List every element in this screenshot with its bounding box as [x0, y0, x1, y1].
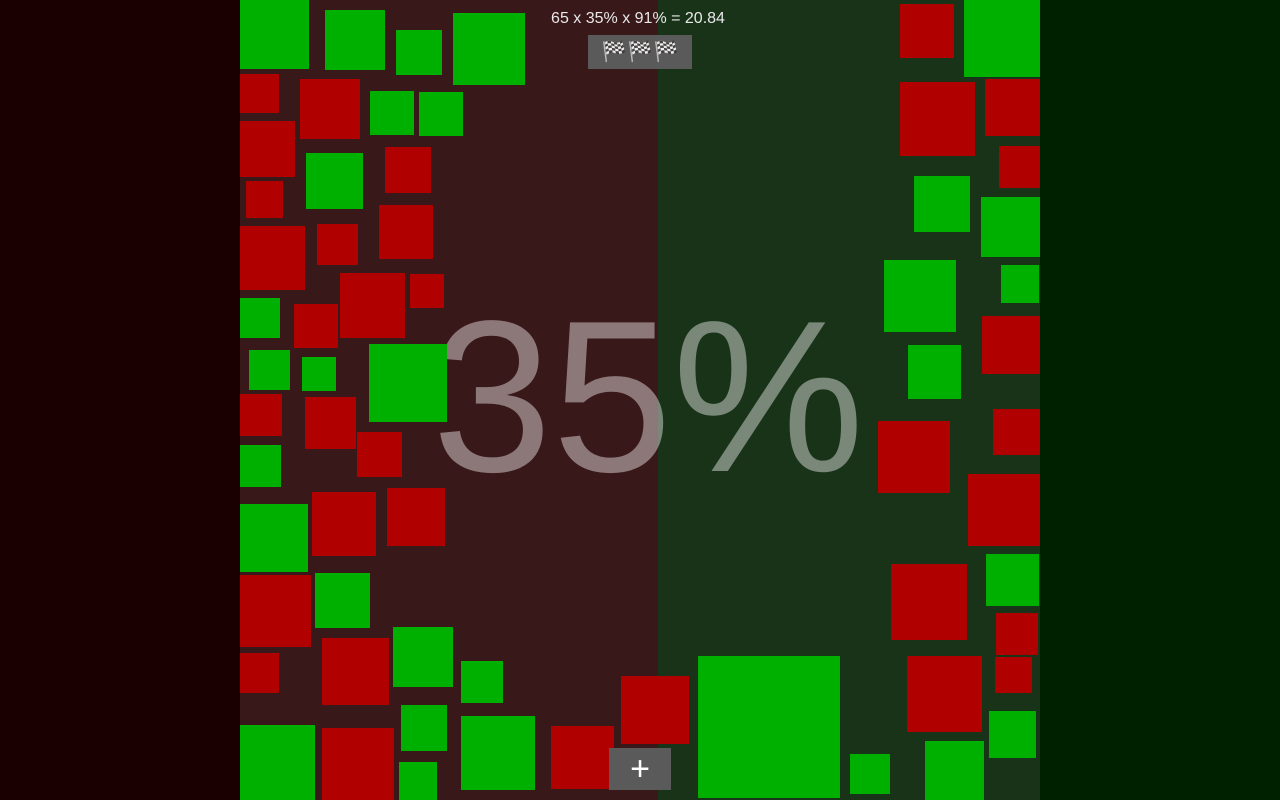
score-formula: 65 x 35% x 91% = 20.84: [551, 10, 725, 27]
red-square[interactable]: [240, 394, 282, 436]
green-square[interactable]: [306, 153, 363, 209]
red-square[interactable]: [379, 205, 433, 259]
plus-icon: +: [630, 750, 650, 788]
red-square[interactable]: [240, 653, 279, 693]
percentage-display: 35%: [432, 275, 865, 517]
green-square[interactable]: [461, 716, 535, 790]
red-square[interactable]: [387, 488, 445, 546]
green-square[interactable]: [249, 350, 290, 390]
red-square[interactable]: [240, 74, 279, 113]
green-square[interactable]: [914, 176, 970, 232]
red-square[interactable]: [357, 432, 402, 477]
red-square[interactable]: [340, 273, 405, 338]
add-button[interactable]: +: [609, 748, 671, 790]
red-square[interactable]: [240, 575, 311, 647]
green-square[interactable]: [240, 298, 280, 338]
green-square[interactable]: [302, 357, 336, 391]
green-square[interactable]: [240, 725, 315, 800]
green-square[interactable]: [986, 554, 1039, 606]
green-square[interactable]: [399, 762, 437, 800]
green-square[interactable]: [1001, 265, 1039, 303]
red-square[interactable]: [322, 728, 394, 800]
red-square[interactable]: [246, 181, 283, 218]
green-square[interactable]: [850, 754, 890, 794]
green-square[interactable]: [908, 345, 961, 399]
green-square[interactable]: [240, 0, 309, 69]
red-square[interactable]: [985, 79, 1040, 136]
red-square[interactable]: [317, 224, 358, 265]
red-square[interactable]: [385, 147, 431, 193]
green-square[interactable]: [698, 656, 840, 798]
red-square[interactable]: [621, 676, 689, 744]
red-square[interactable]: [995, 657, 1032, 693]
red-square[interactable]: [240, 121, 295, 177]
red-square[interactable]: [996, 613, 1038, 655]
green-square[interactable]: [964, 0, 1040, 77]
checkered-flag-icon: 🏁: [601, 41, 627, 63]
red-square[interactable]: [240, 226, 305, 290]
green-square[interactable]: [989, 711, 1036, 758]
red-square[interactable]: [907, 656, 982, 732]
red-square[interactable]: [982, 316, 1040, 374]
green-square[interactable]: [396, 30, 442, 75]
green-square[interactable]: [925, 741, 984, 800]
red-square[interactable]: [305, 397, 356, 449]
game-board[interactable]: 35%: [240, 0, 1040, 800]
checkered-flag-icon: 🏁: [627, 41, 653, 63]
outer-left-panel: [0, 0, 240, 800]
outer-right-panel: [1040, 0, 1280, 800]
flags-button[interactable]: 🏁 🏁 🏁: [588, 35, 692, 69]
red-square[interactable]: [410, 274, 444, 308]
green-square[interactable]: [240, 445, 281, 487]
green-square[interactable]: [419, 92, 463, 136]
red-square[interactable]: [878, 421, 950, 493]
green-square[interactable]: [393, 627, 453, 687]
red-square[interactable]: [322, 638, 389, 705]
red-square[interactable]: [551, 726, 614, 789]
red-square[interactable]: [312, 492, 376, 556]
green-square[interactable]: [370, 91, 414, 135]
red-square[interactable]: [891, 564, 967, 640]
red-square[interactable]: [993, 409, 1040, 455]
green-square[interactable]: [453, 13, 525, 85]
green-square[interactable]: [401, 705, 447, 751]
green-square[interactable]: [884, 260, 956, 332]
red-square[interactable]: [968, 474, 1040, 546]
green-square[interactable]: [325, 10, 385, 70]
green-square[interactable]: [315, 573, 370, 628]
green-square[interactable]: [369, 344, 447, 422]
red-square[interactable]: [300, 79, 360, 139]
red-square[interactable]: [900, 82, 975, 156]
checkered-flag-icon: 🏁: [653, 41, 679, 63]
green-square[interactable]: [461, 661, 503, 703]
green-square[interactable]: [981, 197, 1040, 257]
red-square[interactable]: [294, 304, 338, 348]
red-square[interactable]: [999, 146, 1040, 188]
red-square[interactable]: [900, 4, 954, 58]
green-square[interactable]: [240, 504, 308, 572]
